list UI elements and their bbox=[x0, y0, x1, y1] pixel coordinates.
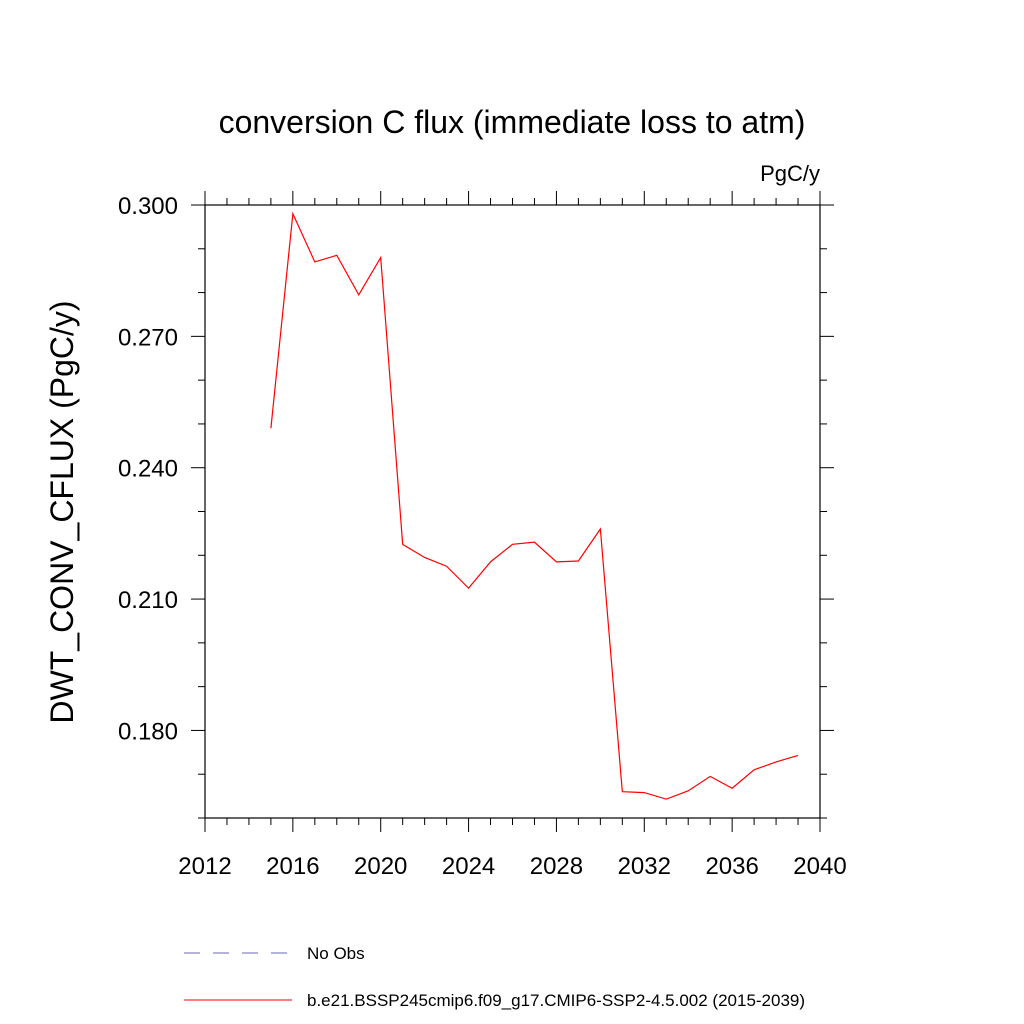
data-point bbox=[467, 587, 470, 590]
data-point bbox=[797, 754, 800, 757]
data-point bbox=[665, 798, 668, 801]
data-point bbox=[445, 565, 448, 568]
x-tick-label: 2024 bbox=[442, 853, 495, 880]
data-point bbox=[555, 560, 558, 563]
y-tick-label: 0.210 bbox=[118, 587, 178, 614]
x-tick-label: 2028 bbox=[530, 853, 583, 880]
y-axis: 0.180 0.210 0.240 0.270 0.300 bbox=[118, 193, 834, 819]
data-point bbox=[423, 556, 426, 559]
data-point bbox=[599, 528, 602, 531]
data-point bbox=[775, 760, 778, 763]
x-tick-label: 2012 bbox=[178, 853, 231, 880]
series-line-0 bbox=[270, 211, 799, 800]
data-point bbox=[621, 790, 624, 793]
data-point bbox=[687, 789, 690, 792]
y-tick-label: 0.270 bbox=[118, 324, 178, 351]
x-tick-label: 2036 bbox=[705, 853, 758, 880]
x-tick-label: 2020 bbox=[354, 853, 407, 880]
data-point bbox=[269, 427, 272, 430]
x-tick-label: 2032 bbox=[618, 853, 671, 880]
data-point bbox=[401, 543, 404, 546]
data-point bbox=[533, 541, 536, 544]
y-tick-label: 0.240 bbox=[118, 456, 178, 483]
y-tick-label: 0.300 bbox=[118, 193, 178, 220]
legend: No Obs b.e21.BSSP245cmip6.f09_g17.CMIP6-… bbox=[184, 944, 805, 1010]
data-point bbox=[577, 559, 580, 562]
y-axis-label: DWT_CONV_CFLUX (PgC/y) bbox=[44, 300, 80, 723]
legend-label-series: b.e21.BSSP245cmip6.f09_g17.CMIP6-SSP2-4.… bbox=[307, 991, 805, 1010]
x-tick-label: 2016 bbox=[266, 853, 319, 880]
data-point bbox=[753, 768, 756, 771]
data-point bbox=[731, 787, 734, 790]
data-point bbox=[335, 254, 338, 257]
x-tick-label: 2040 bbox=[793, 853, 846, 880]
data-point bbox=[357, 293, 360, 296]
legend-label-no-obs: No Obs bbox=[307, 944, 365, 963]
y-tick-label: 0.180 bbox=[118, 718, 178, 745]
data-point bbox=[511, 543, 514, 546]
units-label: PgC/y bbox=[760, 161, 820, 186]
data-point bbox=[313, 260, 316, 263]
data-point bbox=[379, 256, 382, 259]
x-axis: 2012 2016 2020 2024 2028 2032 2036 2040 bbox=[178, 191, 847, 880]
series-layer bbox=[269, 211, 800, 801]
data-point bbox=[489, 560, 492, 563]
chart-title: conversion C flux (immediate loss to atm… bbox=[219, 104, 806, 140]
plot-frame bbox=[204, 204, 821, 819]
data-point bbox=[709, 775, 712, 778]
data-point bbox=[643, 791, 646, 794]
data-point bbox=[291, 212, 294, 215]
